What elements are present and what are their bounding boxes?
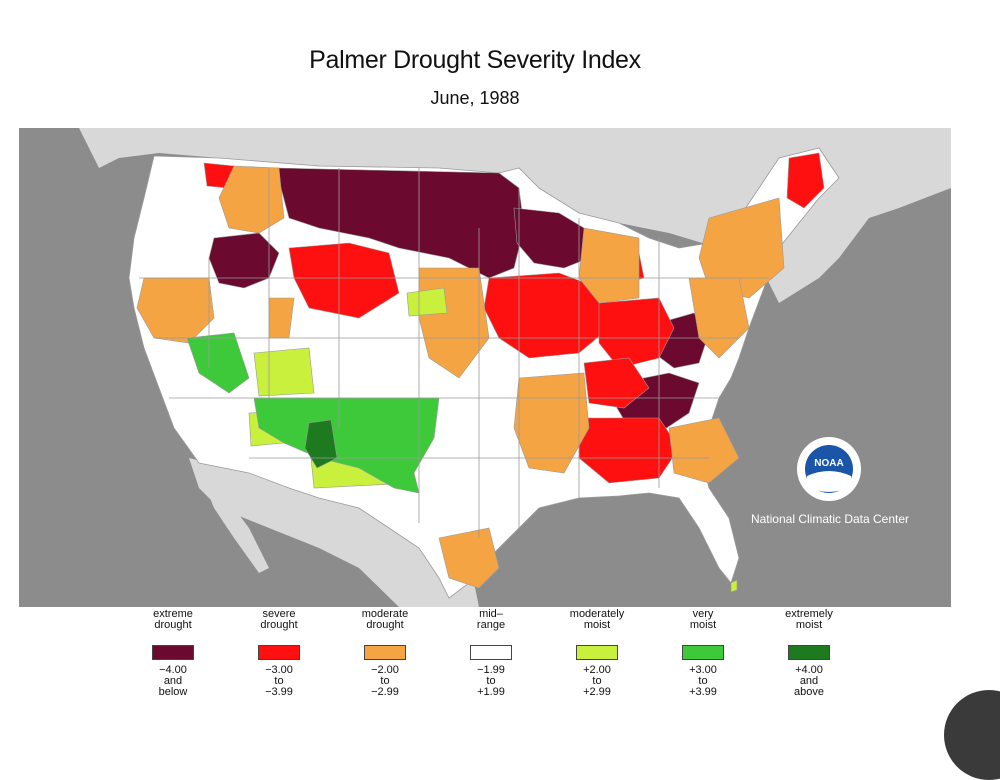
legend-label: severe drought xyxy=(260,608,298,631)
legend-range: −1.99 to +1.99 xyxy=(477,664,505,698)
canada-landmass xyxy=(19,128,951,303)
arizona-extremely-moist xyxy=(304,419,338,469)
legend-label: moderately moist xyxy=(569,608,625,631)
legend-item: moderately moist +2.00 to +2.99 xyxy=(542,607,652,698)
state-borders xyxy=(139,168,769,538)
legend-range: −3.00 to −3.99 xyxy=(265,664,293,698)
extremely-moist-regions xyxy=(304,419,338,469)
idaho-extreme xyxy=(208,232,280,289)
legend-range: +3.00 to +3.99 xyxy=(689,664,717,698)
legend-item: very moist +3.00 to +3.99 xyxy=(648,607,758,698)
nevada-very-moist xyxy=(186,332,250,394)
legend-swatch xyxy=(152,645,194,660)
florida-keys-moderately-moist xyxy=(730,579,738,593)
utah-moderately-moist xyxy=(253,347,315,397)
northeast-moderate xyxy=(698,197,785,299)
northwest-moderate xyxy=(218,165,285,234)
legend-range: −2.00 to −2.99 xyxy=(371,664,399,698)
baja-peninsula xyxy=(197,466,269,573)
floating-action-button[interactable] xyxy=(944,690,1000,780)
legend-swatch xyxy=(788,645,830,660)
map-title: Palmer Drought Severity Index xyxy=(309,46,641,74)
legend-range: +4.00 and above xyxy=(794,664,824,698)
maine-severe xyxy=(786,152,825,209)
legend-item: severe drought −3.00 to −3.99 xyxy=(224,607,334,698)
map-subtitle: June, 1988 xyxy=(430,88,520,108)
legend-swatch xyxy=(364,645,406,660)
legend-range: +2.00 to +2.99 xyxy=(583,664,611,698)
great-lakes-moderate xyxy=(578,227,640,304)
legend-item: extreme drought −4.00 and below xyxy=(118,607,228,698)
legend-swatch xyxy=(470,645,512,660)
ncdc-label: National Climatic Data Center xyxy=(750,512,910,526)
mexico-landmass xyxy=(189,458,479,607)
southwest-very-moist xyxy=(253,397,440,494)
legend-label: very moist xyxy=(689,608,717,631)
legend-label: extreme drought xyxy=(153,608,193,631)
legend-label: moderate drought xyxy=(361,608,409,631)
very-moist-regions xyxy=(186,332,440,494)
texas-moderate xyxy=(438,527,500,589)
legend-label: mid– range xyxy=(476,608,506,631)
us-map-svg xyxy=(19,128,951,607)
legend-label: extremely moist xyxy=(785,608,833,631)
noaa-logo-icon: NOAA xyxy=(797,437,861,501)
legend-swatch xyxy=(682,645,724,660)
wyoming-severe xyxy=(288,242,400,319)
legend-swatch xyxy=(258,645,300,660)
nebraska-moderately-moist xyxy=(406,287,448,317)
legend-swatch xyxy=(576,645,618,660)
legend-range: −4.00 and below xyxy=(158,664,188,698)
drought-map xyxy=(19,128,951,607)
legend-item: mid– range −1.99 to +1.99 xyxy=(436,607,546,698)
minnesota-wisconsin-extreme xyxy=(513,207,590,269)
georgia-carolina-moderate xyxy=(668,417,740,484)
legend-item: extremely moist +4.00 and above xyxy=(754,607,864,698)
legend: extreme drought −4.00 and below severe dro… xyxy=(118,607,858,707)
logo-text: NOAA xyxy=(814,458,843,469)
legend-item: moderate drought −2.00 to −2.99 xyxy=(330,607,440,698)
